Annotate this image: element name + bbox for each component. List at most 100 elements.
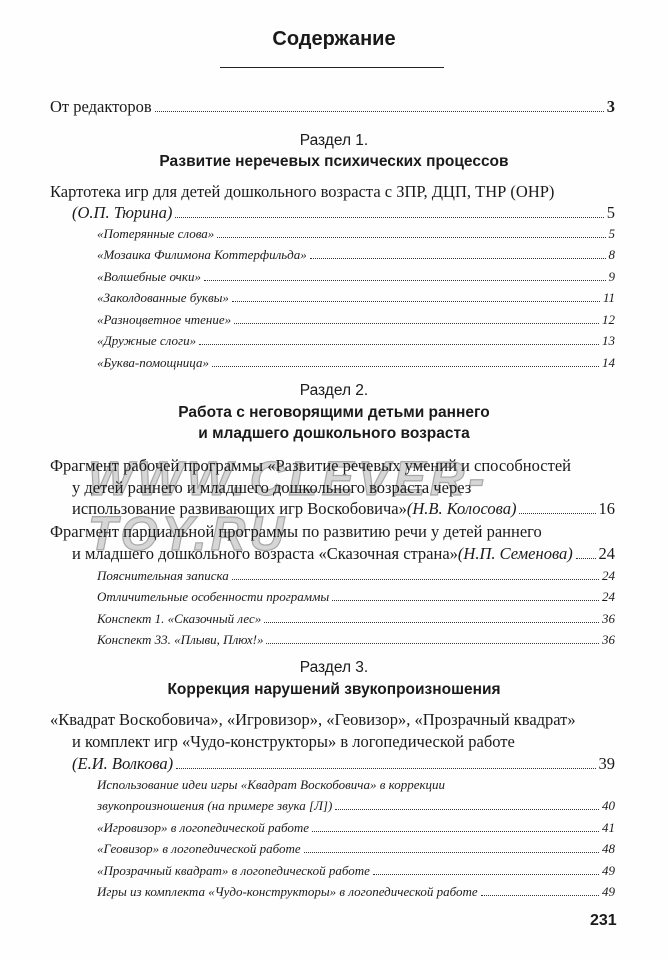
entry-text: «Волшебные очки» [97,269,201,284]
toc-entry-line[interactable]: Картотека игр для детей дошкольного возр… [50,182,615,202]
toc-subentry-line[interactable]: Конспект 33. «Плыви, Плюх!» 36 [97,631,615,649]
toc-entry-editors[interactable]: От редакторов 3 [50,97,615,117]
dot-leader [332,600,599,601]
toc-entry-line[interactable]: у детей раннего и младшего дошкольного в… [72,478,615,498]
dot-leader [575,558,596,559]
toc-subentry-line[interactable]: «Мозаика Филимона Коттерфильда» 8 [97,246,615,264]
entry-text: «Заколдованные буквы» [97,290,229,305]
entry-page-number: 5 [608,226,616,241]
entry-text: От редакторов [50,97,152,116]
entry-author: (Н.В. Колосова) [406,499,517,518]
toc-subentry-line[interactable]: «Дружные слоги» 13 [97,332,615,350]
entry-page-number: 49 [602,884,615,899]
section-label: Раздел 2. [0,381,668,401]
toc-subentry-line[interactable]: «Волшебные очки» 9 [97,268,615,286]
toc-subentry-line[interactable]: «Потерянные слова» 5 [97,225,615,243]
toc-subentry-line[interactable]: Пояснительная записка 24 [97,567,615,585]
page-title: Содержание [272,28,396,50]
toc-subentry-line[interactable]: «Прозрачный квадрат» в логопедической ра… [97,862,615,880]
entry-text: Пояснительная записка [97,568,229,583]
section-label-text: Раздел 1. [299,132,369,149]
entry-text: Фрагмент рабочей программы «Развитие реч… [50,456,571,475]
dot-leader [335,809,599,810]
entry-text: звукопроизношения (на примере звука [Л]) [97,798,333,813]
entry-page-number: 36 [602,632,615,647]
entry-page-number: 13 [602,333,615,348]
entry-page-number: 5 [606,203,615,222]
entry-page-number: 24 [602,589,615,604]
entry-text: Конспект 33. «Плыви, Плюх!» [97,632,264,647]
entry-page-number: 8 [608,247,616,262]
toc-entry-line[interactable]: использование развивающих игр Воскобович… [72,499,615,519]
toc-subentry-line[interactable]: звукопроизношения (на примере звука [Л])… [97,797,615,815]
dot-leader [176,768,596,769]
entry-page-number: 39 [598,754,616,773]
toc-entry-line[interactable]: Фрагмент рабочей программы «Развитие реч… [50,456,615,476]
entry-text: и комплект игр «Чудо-конструкторы» в лог… [72,732,515,751]
toc-subentry-line[interactable]: «Буква-помощница» 14 [97,354,615,372]
dot-leader [480,895,599,896]
toc-entry-line[interactable]: и младшего дошкольного возраста «Сказочн… [72,544,615,564]
entry-text: «Разноцветное чтение» [97,312,232,327]
entry-text: «Потерянные слова» [97,226,215,241]
dot-leader [309,258,606,259]
toc-subentry-line[interactable]: «Заколдованные буквы» 11 [97,289,615,307]
toc-subentry-line[interactable]: Игры из комплекта «Чудо-конструкторы» в … [97,883,615,901]
dot-leader [519,513,596,514]
dot-leader [372,874,599,875]
entry-text: «Квадрат Воскобовича», «Игровизор», «Гео… [50,710,576,729]
dot-leader [231,301,600,302]
entry-author: (Е.И. Волкова) [72,754,174,773]
section-heading: Коррекция нарушений звукопроизношения [0,680,668,700]
toc-entry-line[interactable]: Фрагмент парциальной программы по развит… [50,522,615,542]
entry-page-number: 36 [602,611,615,626]
dot-leader [264,622,599,623]
entry-text: Картотека игр для детей дошкольного возр… [50,182,555,201]
section-heading: Развитие неречевых психических процессов [0,152,668,172]
section-heading-text: Работа с неговорящими детьми раннего [178,404,490,421]
entry-page-number: 24 [602,568,615,583]
section-label: Раздел 3. [0,658,668,678]
entry-page-number: 24 [598,544,616,563]
toc-entry-line[interactable]: (О.П. Тюрина) 5 [72,203,615,223]
toc-subentry-line[interactable]: Использование идеи игры «Квадрат Воскобо… [97,776,615,794]
toc-entry-line[interactable]: «Квадрат Воскобовича», «Игровизор», «Гео… [50,710,615,730]
entry-text: «Дружные слоги» [97,333,197,348]
section-heading-text: и младшего дошкольного возраста [198,425,470,442]
section-heading-text: Развитие неречевых психических процессов [159,153,509,170]
dot-leader [199,344,599,345]
section-heading: и младшего дошкольного возраста [0,424,668,444]
dot-leader [303,852,599,853]
entry-text: использование развивающих игр Воскобович… [72,499,407,518]
page-number: 231 [590,912,617,929]
dot-leader [234,323,599,324]
dot-leader [175,217,604,218]
toc-subentry-line[interactable]: «Разноцветное чтение» 12 [97,311,615,329]
dot-leader [154,111,604,112]
entry-page-number: 11 [602,290,615,305]
section-heading-text: Коррекция нарушений звукопроизношения [167,681,501,698]
toc-entry-line[interactable]: (Е.И. Волкова) 39 [72,754,615,774]
dot-leader [312,831,599,832]
entry-text: «Мозаика Филимона Коттерфильда» [97,247,307,262]
entry-text: Игры из комплекта «Чудо-конструкторы» в … [97,884,478,899]
entry-page-number: 9 [608,269,616,284]
toc-entry-line[interactable]: и комплект игр «Чудо-конструкторы» в лог… [72,732,615,752]
entry-page-number: 3 [606,97,615,116]
entry-text: Фрагмент парциальной программы по развит… [50,522,542,541]
toc-subentry-line[interactable]: Конспект 1. «Сказочный лес» 36 [97,610,615,628]
title-underline [220,67,444,68]
entry-page-number: 12 [602,312,615,327]
entry-text: «Буква-помощница» [97,355,209,370]
entry-page-number: 49 [602,863,615,878]
subentry-text: Использование идеи игры «Квадрат Воскобо… [97,777,446,792]
section-label-text: Раздел 3. [299,659,369,676]
entry-page-number: 40 [602,798,615,813]
toc-subentry-line[interactable]: «Геовизор» в логопедической работе 48 [97,840,615,858]
toc-subentry-line[interactable]: Отличительные особенности программы 24 [97,588,615,606]
entry-text: у детей раннего и младшего дошкольного в… [72,478,472,497]
toc-subentry-line[interactable]: «Игровизор» в логопедической работе 41 [97,819,615,837]
entry-page-number: 41 [602,820,615,835]
